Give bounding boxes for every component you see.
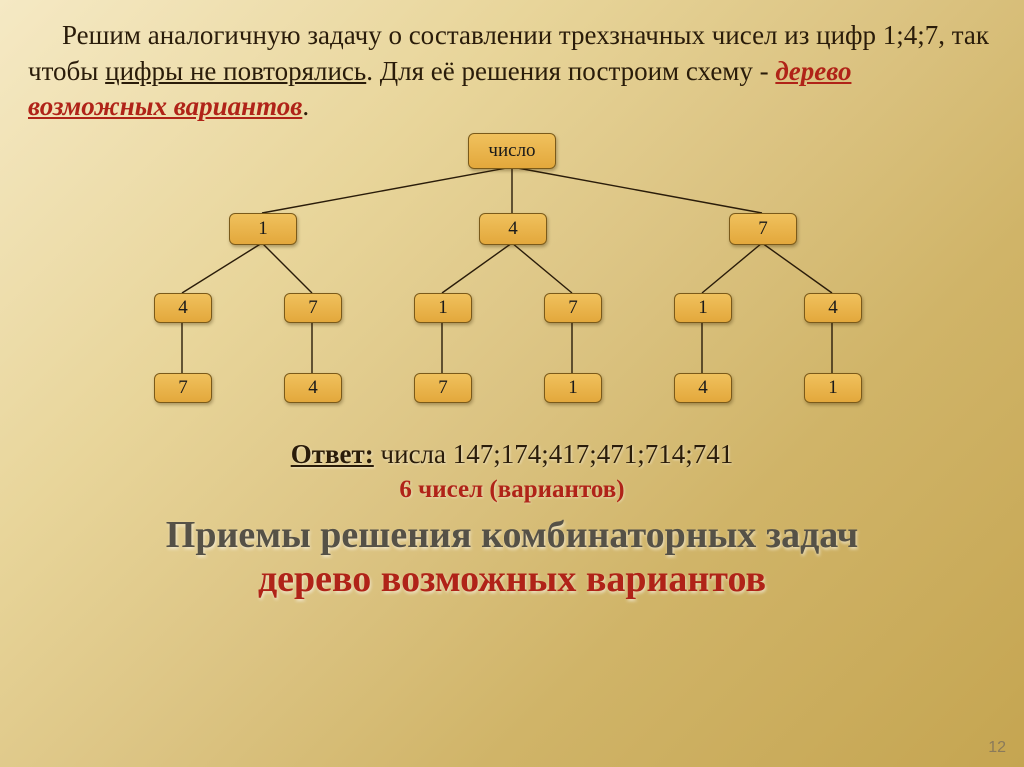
problem-paragraph: Решим аналогичную задачу о составлении т… (28, 18, 996, 125)
tree-node-l1-0: 1 (229, 213, 297, 245)
tree-node-l3-0: 7 (154, 373, 212, 403)
tree-node-label: 1 (828, 377, 838, 399)
tree-node-l2-0: 4 (154, 293, 212, 323)
tree-root-node: число (468, 133, 556, 169)
title-line-2: дерево возможных вариантов (258, 558, 766, 600)
tree-node-l2-2: 1 (414, 293, 472, 323)
tree-node-l3-1: 4 (284, 373, 342, 403)
tree-node-label: 4 (828, 297, 838, 319)
tree-node-label: 4 (178, 297, 188, 319)
slide: Решим аналогичную задачу о составлении т… (0, 0, 1024, 767)
tree-node-l3-4: 4 (674, 373, 732, 403)
answer-label: Ответ: (291, 439, 374, 469)
tree-node-label: 4 (308, 377, 318, 399)
tree-root-label: число (488, 140, 535, 162)
tree-node-l2-3: 7 (544, 293, 602, 323)
tree-diagram: число 1 4 7 4 7 1 7 1 4 7 4 7 1 4 1 (42, 133, 982, 433)
tree-node-label: 4 (508, 218, 518, 240)
tree-node-l3-3: 1 (544, 373, 602, 403)
tree-node-label: 1 (438, 297, 448, 319)
tree-node-label: 4 (698, 377, 708, 399)
answer-line: Ответ: числа 147;174;417;471;714;741 (28, 439, 996, 470)
tree-node-label: 1 (568, 377, 578, 399)
para-underline: цифры не повторялись (105, 56, 366, 86)
tree-node-label: 7 (758, 218, 768, 240)
title-line-1: Приемы решения комбинаторных задач (166, 514, 858, 556)
tree-node-label: 7 (308, 297, 318, 319)
answer-text: числа 147;174;417;471;714;741 (374, 439, 733, 469)
tree-node-l2-1: 7 (284, 293, 342, 323)
page-number: 12 (988, 739, 1006, 757)
tree-node-label: 1 (698, 297, 708, 319)
para-text-2: . Для её решения построим схему - (366, 56, 775, 86)
tree-node-label: 7 (568, 297, 578, 319)
tree-node-label: 7 (178, 377, 188, 399)
tree-node-label: 1 (258, 218, 268, 240)
count-line: 6 чисел (вариантов) (28, 476, 996, 504)
tree-node-l3-2: 7 (414, 373, 472, 403)
tree-node-l2-5: 4 (804, 293, 862, 323)
tree-node-l1-1: 4 (479, 213, 547, 245)
tree-node-l3-5: 1 (804, 373, 862, 403)
tree-node-l2-4: 1 (674, 293, 732, 323)
para-period: . (302, 91, 309, 121)
slide-title: Приемы решения комбинаторных задач дерев… (28, 514, 996, 601)
tree-node-label: 7 (438, 377, 448, 399)
tree-node-l1-2: 7 (729, 213, 797, 245)
